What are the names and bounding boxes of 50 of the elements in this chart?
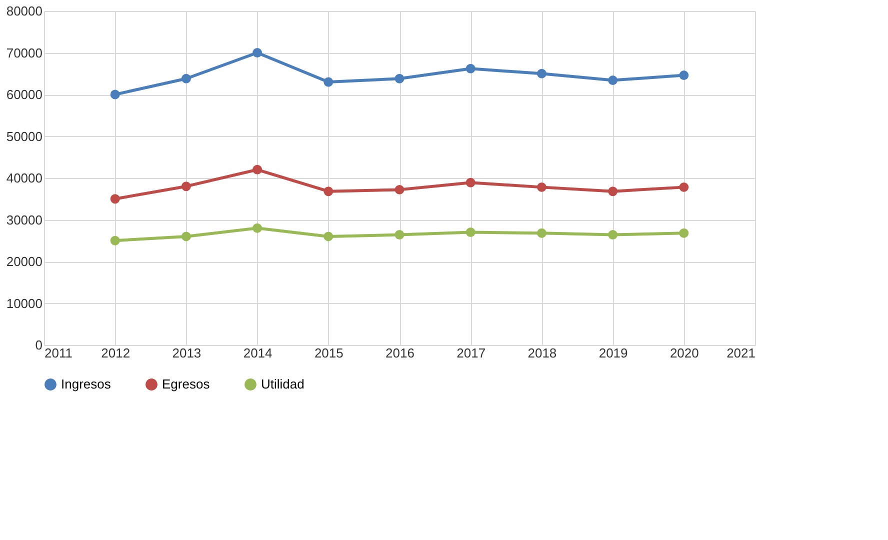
point — [394, 230, 404, 240]
x-tick-label: 2011 — [44, 346, 72, 360]
x-tick-label: 2021 — [726, 346, 756, 360]
point — [536, 68, 546, 78]
point — [394, 74, 404, 84]
point — [608, 230, 618, 240]
x-tick-label: 2019 — [598, 346, 628, 360]
x-tick-label: 2018 — [528, 346, 557, 360]
point — [181, 182, 191, 192]
x-tick-label: 2014 — [243, 346, 272, 360]
point — [252, 164, 262, 174]
point — [394, 184, 404, 194]
x-tick-label: 2020 — [670, 346, 699, 360]
x-tick-label: 2017 — [456, 346, 486, 360]
y-tick-label: 50000 — [6, 128, 42, 144]
point — [110, 194, 120, 204]
x-tick-label: 2013 — [172, 346, 202, 360]
point — [679, 182, 689, 192]
point — [679, 70, 689, 80]
point — [181, 74, 191, 84]
x-tick-label: 2012 — [101, 346, 130, 360]
y-tick-label: 10000 — [6, 296, 42, 311]
y-tick-label: 60000 — [6, 87, 42, 102]
point — [252, 48, 262, 58]
point — [536, 228, 546, 238]
y-tick-label: 70000 — [6, 45, 42, 60]
legend-label: Utilidad — [261, 376, 304, 392]
point — [324, 77, 334, 87]
point — [608, 186, 618, 196]
legend-label: Egresos — [162, 376, 210, 392]
x-tick-label: 2015 — [314, 346, 344, 360]
point — [252, 223, 262, 233]
y-tick-label: 30000 — [6, 212, 42, 228]
point — [324, 186, 334, 196]
legend-label: Ingresos — [61, 376, 112, 392]
point — [110, 236, 120, 246]
y-tick-label: 0 — [35, 338, 42, 352]
point — [181, 232, 191, 242]
y-tick-label: 80000 — [6, 4, 42, 18]
y-tick-label: 20000 — [6, 254, 42, 269]
point — [608, 76, 618, 86]
point — [466, 228, 476, 238]
point — [536, 182, 546, 192]
point — [466, 178, 476, 188]
point — [679, 228, 689, 238]
point — [324, 232, 334, 242]
x-tick-label: 2016 — [386, 346, 414, 360]
point — [466, 64, 476, 74]
y-tick-label: 40000 — [6, 170, 42, 186]
point — [110, 90, 120, 100]
